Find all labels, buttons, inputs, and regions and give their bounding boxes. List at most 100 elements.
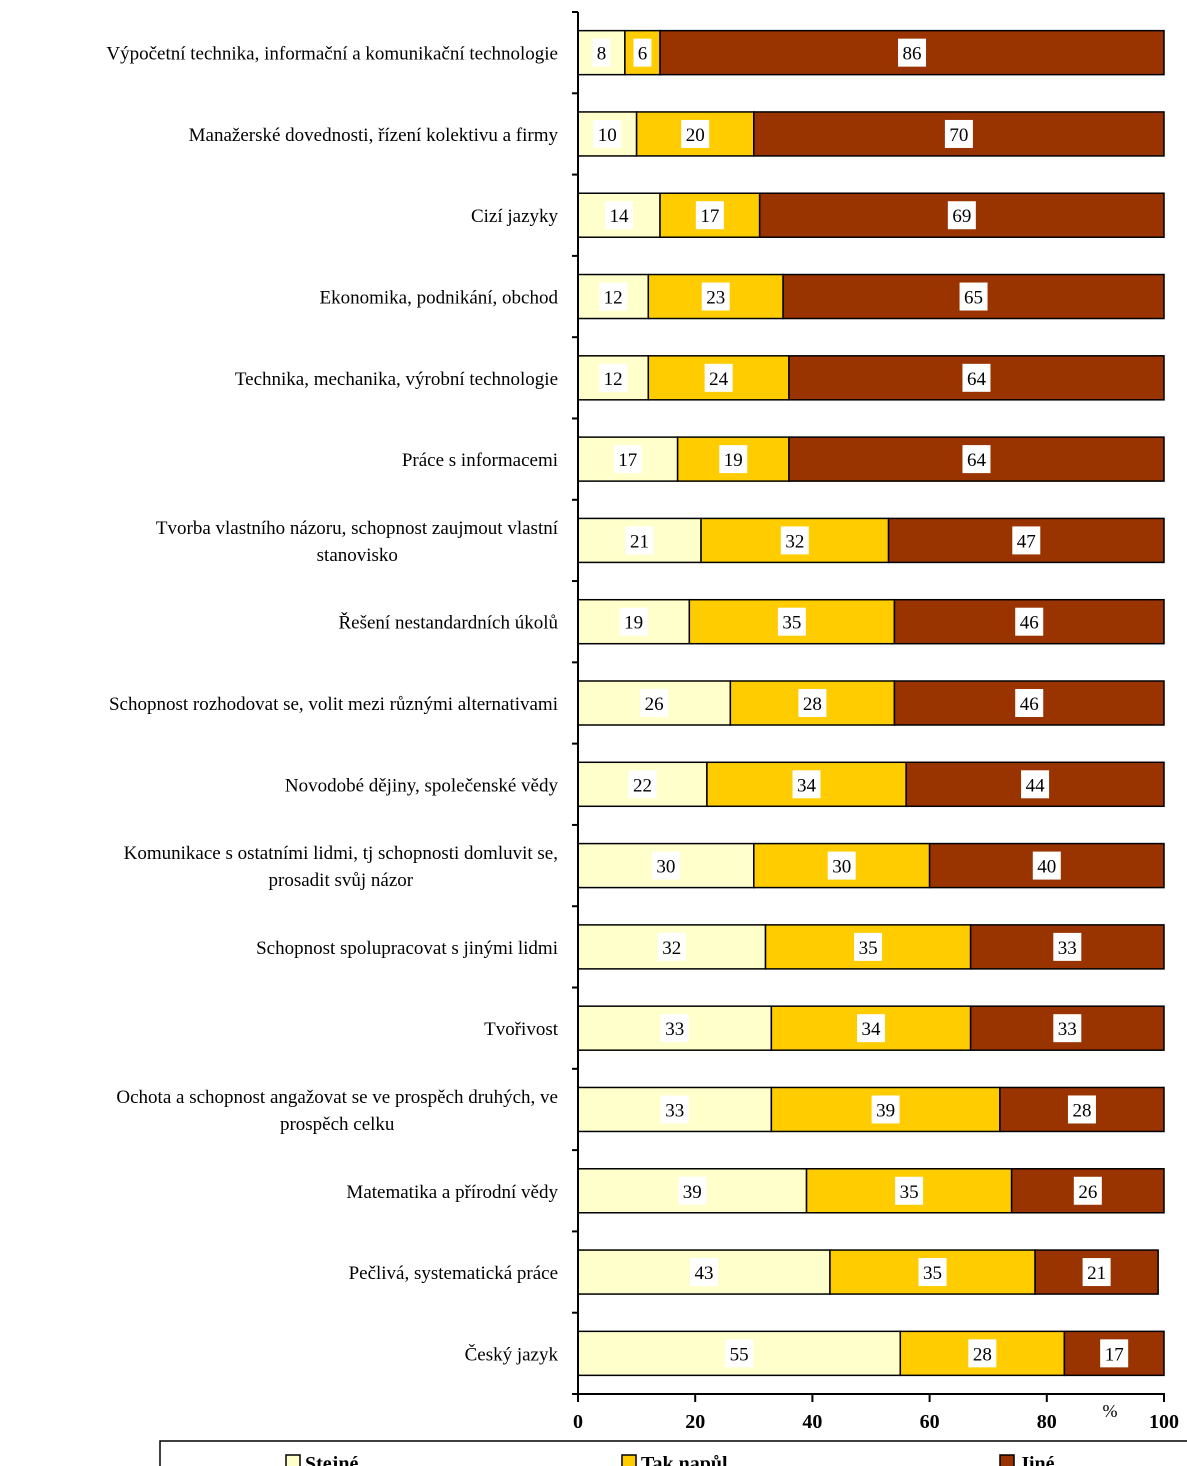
data-label: 30 xyxy=(656,857,675,878)
data-label-bg xyxy=(640,689,669,717)
category-label: Manažerské dovednosti, řízení kolektivu … xyxy=(189,125,559,146)
data-label-bg xyxy=(725,1339,754,1368)
data-label: 30 xyxy=(832,857,851,878)
category-label: Práce s informacemi xyxy=(402,450,558,471)
data-label: 46 xyxy=(1020,694,1039,715)
data-label-bg xyxy=(628,770,657,799)
x-tick-label: 100 xyxy=(1149,1411,1179,1433)
data-label: 55 xyxy=(730,1344,749,1365)
category-label: prosadit svůj názor xyxy=(269,870,414,891)
legend: Stejné Tak napůl Jiné xyxy=(159,1440,1187,1466)
data-label: 28 xyxy=(973,1344,992,1365)
category-label: Komunikace s ostatními lidmi, tj schopno… xyxy=(124,843,558,864)
data-label: 39 xyxy=(683,1182,702,1203)
x-tick-label: 20 xyxy=(685,1411,705,1433)
category-label: Tvorba vlastního názoru, schopnost zaujm… xyxy=(156,518,559,539)
x-axis-unit: % xyxy=(1103,1401,1118,1421)
data-label: 17 xyxy=(618,450,637,471)
legend-swatch xyxy=(999,1454,1015,1466)
legend-label: Stejné xyxy=(305,1453,358,1466)
x-axis: 0 20 40 60 80 100% xyxy=(572,11,1179,1433)
data-label-bg xyxy=(599,363,628,392)
data-label-bg xyxy=(593,119,622,148)
data-label-bg xyxy=(701,282,730,311)
data-label: 21 xyxy=(630,531,649,552)
data-label-bg xyxy=(704,363,733,392)
data-label-bg xyxy=(689,1258,718,1287)
data-label-bg xyxy=(633,38,652,67)
data-label: 10 xyxy=(598,125,617,146)
data-label-bg xyxy=(681,119,710,148)
data-label-bg xyxy=(1032,851,1061,880)
category-label: Novodobé dějiny, společenské vědy xyxy=(285,775,559,796)
category-label: Výpočetní technika, informační a komunik… xyxy=(106,44,558,65)
category-label: stanovisko xyxy=(317,545,398,566)
data-label: 28 xyxy=(803,694,822,715)
data-label-bg xyxy=(777,607,806,636)
legend-swatch xyxy=(285,1454,301,1466)
bar-segment xyxy=(624,29,661,76)
data-label-bg xyxy=(792,770,821,799)
category-labels: Výpočetní technika, informační a komunik… xyxy=(106,44,558,1366)
data-label-bg xyxy=(613,445,642,474)
bar-segment xyxy=(700,517,890,564)
data-label-bg xyxy=(1053,1014,1082,1043)
legend-label: Tak napůl xyxy=(641,1453,728,1466)
data-label-bg xyxy=(657,932,686,961)
data-label-bg xyxy=(898,38,927,67)
data-label: 33 xyxy=(665,1100,684,1121)
data-label: 20 xyxy=(686,125,705,146)
category-label: Český jazyk xyxy=(465,1343,559,1365)
category-label: Ekonomika, podnikání, obchod xyxy=(319,288,558,309)
data-label: 8 xyxy=(597,44,607,65)
data-label: 64 xyxy=(967,450,987,471)
data-label-bg xyxy=(592,38,611,67)
data-label-bg xyxy=(871,1095,900,1124)
data-label: 86 xyxy=(903,44,922,65)
data-label-bg xyxy=(1073,1176,1102,1205)
data-label-bg xyxy=(1012,526,1041,555)
data-label: 32 xyxy=(662,938,681,959)
x-tick-label: 0 xyxy=(573,1411,583,1433)
data-label: 35 xyxy=(859,938,878,959)
data-label-bg xyxy=(660,1095,689,1124)
data-label-bg xyxy=(651,851,680,880)
data-label-bg xyxy=(962,363,991,392)
data-label-bg xyxy=(962,445,991,474)
data-label-bg xyxy=(944,119,973,148)
data-label-bg xyxy=(959,282,988,311)
data-label: 44 xyxy=(1026,775,1046,796)
data-label-bg xyxy=(1053,932,1082,961)
category-label: Technika, mechanika, výrobní technologie xyxy=(235,369,558,390)
data-label: 47 xyxy=(1017,531,1036,552)
data-label: 34 xyxy=(862,1019,882,1040)
category-label: Řešení nestandardních úkolů xyxy=(338,612,558,634)
category-label: Tvořivost xyxy=(484,1019,559,1040)
data-label: 34 xyxy=(797,775,817,796)
data-label-bg xyxy=(1015,607,1044,636)
category-label: Ochota a schopnost angažovat se ve prosp… xyxy=(116,1087,558,1108)
data-label: 17 xyxy=(1105,1344,1124,1365)
data-label-bg xyxy=(854,932,883,961)
data-label: 35 xyxy=(782,613,801,634)
data-label: 65 xyxy=(964,288,983,309)
data-label-bg xyxy=(780,526,809,555)
data-label: 14 xyxy=(610,206,630,227)
data-label: 17 xyxy=(700,206,719,227)
data-label: 64 xyxy=(967,369,987,390)
bar-segment xyxy=(577,680,732,726)
data-label-bg xyxy=(1082,1258,1111,1287)
data-label: 43 xyxy=(694,1263,713,1284)
data-label: 12 xyxy=(604,288,623,309)
category-label: Schopnost rozhodovat se, volit mezi různ… xyxy=(109,694,558,715)
bar-segment xyxy=(905,761,1165,808)
data-label: 40 xyxy=(1037,857,1056,878)
data-label-bg xyxy=(695,201,724,230)
data-label-bg xyxy=(619,607,648,636)
data-label-bg xyxy=(895,1176,924,1205)
data-label: 24 xyxy=(709,369,729,390)
data-label-bg xyxy=(678,1176,707,1205)
data-label: 35 xyxy=(923,1263,942,1284)
